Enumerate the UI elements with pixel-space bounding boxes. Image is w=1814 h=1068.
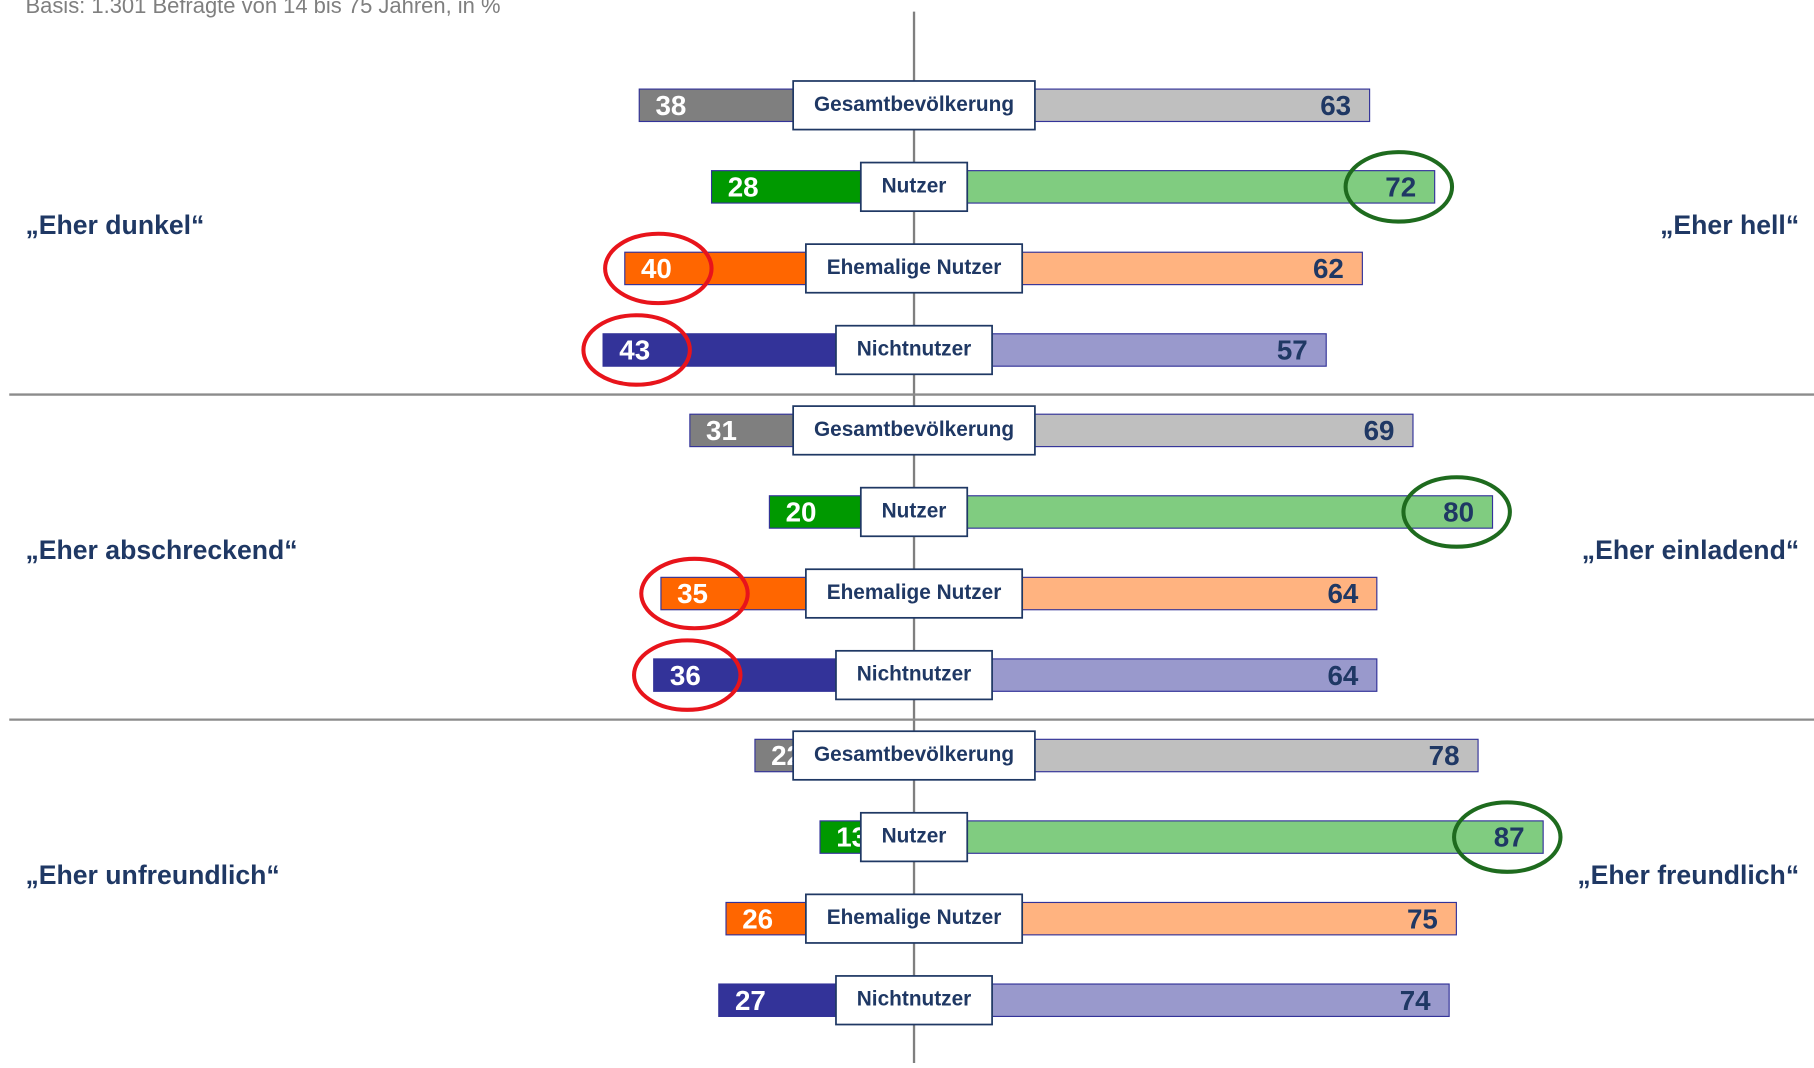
side-label: „Eher hell“ xyxy=(1660,210,1799,240)
value-label: 28 xyxy=(728,171,759,202)
highlight-circle xyxy=(1452,800,1563,874)
category-box xyxy=(835,649,993,701)
value-label: 31 xyxy=(706,415,737,446)
category-label: Nichtnutzer xyxy=(857,663,971,686)
category-box xyxy=(792,730,1036,781)
chart-area: Basis: 1.301 Befragte von 14 bis 75 Jahr… xyxy=(9,0,1814,1064)
category-box xyxy=(805,568,1024,619)
category-box xyxy=(859,811,969,863)
highlight-circle xyxy=(1343,150,1455,224)
category-label: Nutzer xyxy=(882,174,947,197)
category-box xyxy=(805,893,1024,944)
side-label: „Eher abschreckend“ xyxy=(25,535,297,565)
category-label: Nichtnutzer xyxy=(857,337,971,360)
category-label: Ehemalige Nutzer xyxy=(827,581,1002,604)
highlight-circle xyxy=(603,231,714,306)
category-label: Nutzer xyxy=(882,499,947,522)
value-label: 75 xyxy=(1407,903,1438,934)
value-label: 35 xyxy=(677,578,708,609)
category-box xyxy=(805,243,1024,294)
value-label: 64 xyxy=(1327,660,1358,691)
side-label: „Eher freundlich“ xyxy=(1577,860,1799,890)
value-label: 43 xyxy=(619,335,650,366)
bar xyxy=(913,820,1544,854)
value-label: 38 xyxy=(655,90,686,121)
bar xyxy=(913,170,1436,204)
highlight-circle xyxy=(581,313,692,387)
value-label: 20 xyxy=(786,497,817,528)
value-label: 72 xyxy=(1385,171,1416,202)
category-box xyxy=(859,161,969,213)
value-label: 78 xyxy=(1429,740,1460,771)
value-label: 36 xyxy=(670,660,701,691)
highlight-circle xyxy=(632,638,743,712)
value-label: 57 xyxy=(1277,335,1308,366)
category-box xyxy=(859,486,969,538)
value-label: 69 xyxy=(1364,415,1395,446)
category-label: Gesamtbevölkerung xyxy=(814,93,1014,116)
side-label: „Eher unfreundlich“ xyxy=(25,860,279,890)
side-label: „Eher dunkel“ xyxy=(25,210,204,240)
highlight-circle xyxy=(1401,475,1512,549)
category-label: Ehemalige Nutzer xyxy=(827,256,1002,279)
value-label: 27 xyxy=(735,985,766,1016)
category-label: Nutzer xyxy=(882,825,947,848)
side-label: „Eher einladend“ xyxy=(1582,535,1799,565)
category-box xyxy=(792,80,1036,131)
highlight-circle xyxy=(639,556,750,631)
category-label: Nichtnutzer xyxy=(857,988,971,1011)
value-label: 40 xyxy=(641,253,672,284)
value-label: 64 xyxy=(1327,578,1358,609)
category-box xyxy=(792,405,1036,456)
category-label: Gesamtbevölkerung xyxy=(814,418,1014,441)
value-label: 62 xyxy=(1313,253,1344,284)
bar xyxy=(913,983,1450,1018)
value-label: 80 xyxy=(1443,497,1474,528)
category-box xyxy=(835,324,993,376)
value-label: 63 xyxy=(1320,90,1351,121)
note: Basis: 1.301 Befragte von 14 bis 75 Jahr… xyxy=(25,0,500,18)
category-box xyxy=(835,975,993,1026)
value-label: 87 xyxy=(1494,822,1525,853)
value-label: 74 xyxy=(1400,985,1431,1016)
bar xyxy=(913,495,1494,529)
category-label: Ehemalige Nutzer xyxy=(827,906,1002,929)
category-label: Gesamtbevölkerung xyxy=(814,743,1014,766)
value-label: 26 xyxy=(742,903,773,934)
